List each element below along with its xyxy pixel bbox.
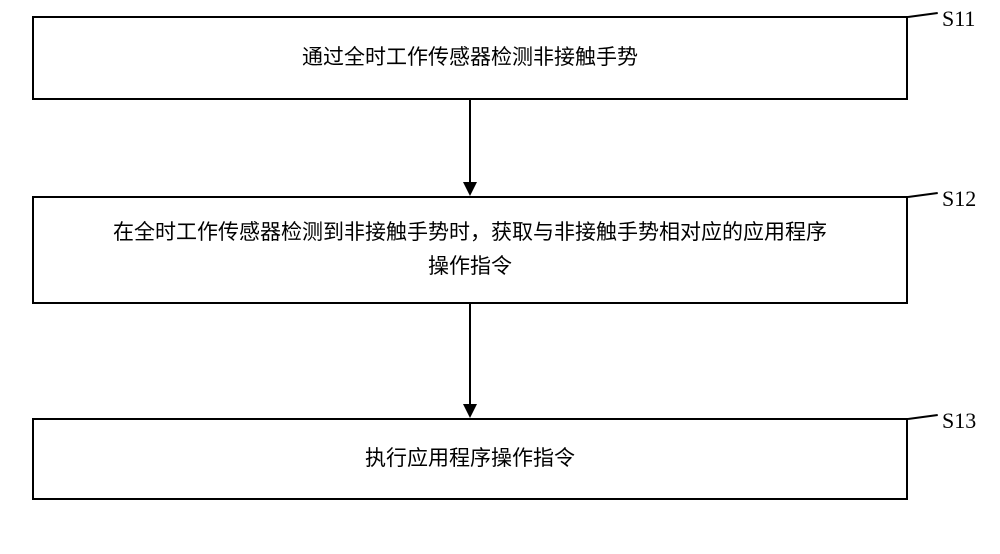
arrow-line: [469, 100, 471, 182]
flow-node-s11: 通过全时工作传感器检测非接触手势: [32, 16, 908, 100]
connector-line: [908, 192, 938, 198]
flowchart-canvas: 通过全时工作传感器检测非接触手势在全时工作传感器检测到非接触手势时，获取与非接触…: [0, 0, 1000, 554]
flow-node-text: 执行应用程序操作指令: [365, 442, 575, 476]
step-label: S13: [942, 408, 976, 434]
flow-node-text: 通过全时工作传感器检测非接触手势: [302, 41, 638, 75]
arrow-line: [469, 304, 471, 404]
arrow-head-icon: [463, 404, 477, 418]
connector-line: [908, 414, 938, 420]
flow-node-s12: 在全时工作传感器检测到非接触手势时，获取与非接触手势相对应的应用程序 操作指令: [32, 196, 908, 304]
flow-node-text: 在全时工作传感器检测到非接触手势时，获取与非接触手势相对应的应用程序 操作指令: [113, 216, 827, 283]
flow-node-s13: 执行应用程序操作指令: [32, 418, 908, 500]
arrow-head-icon: [463, 182, 477, 196]
connector-line: [908, 12, 938, 18]
step-label: S12: [942, 186, 976, 212]
step-label: S11: [942, 6, 975, 32]
